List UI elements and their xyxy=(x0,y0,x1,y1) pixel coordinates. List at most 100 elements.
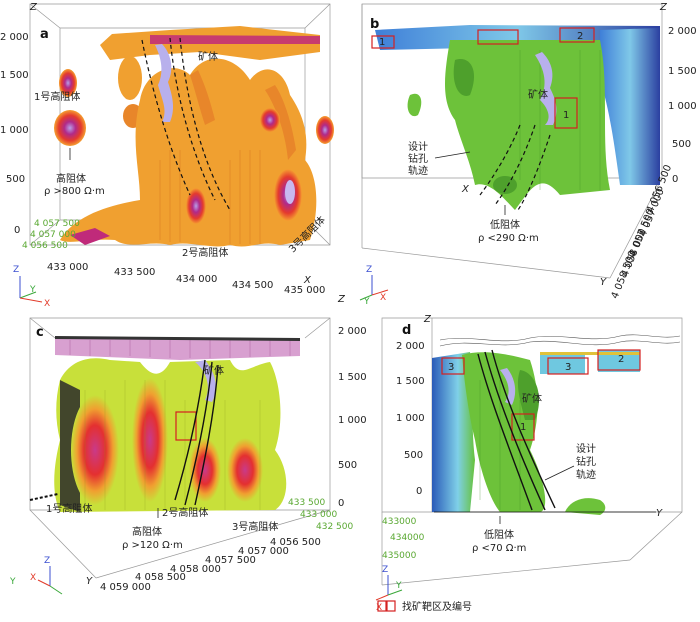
panel-c-ytick-4: 4 058 500 xyxy=(135,572,186,583)
panel-b-ztick-0: 2 000 xyxy=(668,26,697,37)
panel-b-axis-triad: Z Y X xyxy=(359,265,389,307)
svg-text:Z: Z xyxy=(366,265,372,275)
panel-b-y-axis: Y xyxy=(600,277,607,288)
panel-a-ore-body xyxy=(155,44,174,122)
svg-text:X: X xyxy=(376,603,382,613)
panel-d-label-lowres: 低阻体 xyxy=(484,528,514,541)
svg-text:3: 3 xyxy=(448,362,454,373)
panel-c-xtick-1: 433 000 xyxy=(300,510,337,520)
panel-a-xtick-0: 433 000 xyxy=(47,262,88,273)
panel-b-target-4 xyxy=(554,97,578,129)
panel-c-ztick-4: 0 xyxy=(338,498,344,509)
panel-a-body2 xyxy=(60,58,317,247)
panel-a-body1-top xyxy=(59,69,77,97)
panel-c-axis-triad: Z X Y xyxy=(9,556,63,595)
panel-c-target xyxy=(175,411,197,441)
panel-b-label-lowres: 低阻体 xyxy=(490,218,520,231)
panel-b-ztick-4: 0 xyxy=(672,174,678,185)
svg-text:Z: Z xyxy=(44,556,50,566)
panel-b-label-rho: ρ <290 Ω·m xyxy=(478,233,539,244)
panel-c-ztick-2: 1 000 xyxy=(338,415,367,426)
panel-c-ytick-5: 4 059 000 xyxy=(100,582,151,593)
panel-c-label-ore: 矿体 xyxy=(204,364,224,377)
legend-text: 找矿靶区及编号 xyxy=(402,600,472,613)
svg-text:X: X xyxy=(30,573,36,583)
panel-c-ztick-3: 500 xyxy=(338,460,357,471)
panel-a-axis-triad: Z Y X xyxy=(13,265,50,309)
panel-c-letter: c xyxy=(36,325,44,340)
panel-d-ztick-4: 0 xyxy=(416,486,422,497)
panel-d-drill-3: 轨迹 xyxy=(576,468,596,481)
svg-text:Z: Z xyxy=(382,565,388,575)
panel-d-ztick-2: 1 000 xyxy=(396,413,425,424)
panel-a-ztick-3: 500 xyxy=(6,174,25,185)
panel-b-letter: b xyxy=(370,17,379,32)
panel-d-ore-body xyxy=(500,368,516,405)
svg-text:X: X xyxy=(44,299,50,309)
panel-a-ytick-0: 4 057 500 xyxy=(34,219,80,229)
svg-text:Z: Z xyxy=(13,265,19,275)
panel-c-label-body2: 2号高阻体 xyxy=(162,506,208,519)
svg-text:Y: Y xyxy=(363,297,370,307)
panel-d-target-3 xyxy=(597,349,641,371)
panel-c-ytick-0: 4 056 500 xyxy=(270,537,321,548)
panel-d-z-axis: Z xyxy=(423,314,432,325)
panel-a-ztick-0: 2 000 xyxy=(0,32,29,43)
panel-a-xtick-3: 434 500 xyxy=(232,280,273,291)
panel-c-xtick-0: 433 500 xyxy=(288,498,325,508)
panel-d-xtick-0: 433000 xyxy=(382,517,417,527)
panel-c-body1 xyxy=(71,395,119,505)
panel-a-z-axis: Z xyxy=(29,2,38,13)
panel-b-drill-2: 钻孔 xyxy=(408,152,428,165)
panel-d-xtick-2: 435000 xyxy=(382,551,417,561)
panel-d-target-4 xyxy=(511,413,535,441)
panel-d-letter: d xyxy=(402,323,411,338)
panel-b: 1 2 1 b Z 2 000 1 500 1 000 500 0 4 056 … xyxy=(359,2,697,307)
panel-d-axis-triad: Z X Y xyxy=(375,565,403,613)
panel-a-ztick-2: 1 000 xyxy=(0,125,29,136)
svg-text:Y: Y xyxy=(395,581,402,591)
panel-c-ytick-3: 4 058 000 xyxy=(170,564,221,575)
panel-b-drill-1: 设计 xyxy=(408,140,428,153)
panel-d-ztick-0: 2 000 xyxy=(396,341,425,352)
panel-b-ore-body xyxy=(535,52,557,125)
panel-c-body2 xyxy=(132,378,168,502)
panel-b-ztick-1: 1 500 xyxy=(668,66,697,77)
panel-a-label-body1: 1号高阻体 xyxy=(34,90,80,103)
svg-text:Y: Y xyxy=(9,577,16,587)
panel-b-ytick-4: 4 058 500 xyxy=(610,249,639,300)
panel-d-drill-2: 钻孔 xyxy=(576,455,596,468)
panel-a-label-highres: 高阻体 xyxy=(56,172,86,185)
panel-a-ztick-4: 0 xyxy=(14,225,20,236)
svg-text:3: 3 xyxy=(565,362,571,373)
panel-c-box xyxy=(29,317,331,579)
panel-c-y-axis: Y xyxy=(86,576,93,587)
panel-a-label-body2: 2号高阻体 xyxy=(182,246,228,259)
svg-text:1: 1 xyxy=(379,37,385,48)
panel-a-ytick-1: 4 057 000 xyxy=(30,230,76,240)
panel-d-y-axis: Y xyxy=(656,508,663,519)
panel-d-label-rho: ρ <70 Ω·m xyxy=(472,543,526,554)
panel-b-target-2 xyxy=(477,29,519,45)
panel-c-top-slab xyxy=(55,338,300,360)
panel-b-target-1 xyxy=(371,35,395,49)
panel-a-x-axis: X xyxy=(303,275,312,286)
panel-a-xtick-4: 435 000 xyxy=(284,285,325,296)
panel-b-x-axis: X xyxy=(461,184,470,195)
panel-c-label-body3: 3号高阻体 xyxy=(232,520,278,533)
panel-d-ztick-1: 1 500 xyxy=(396,376,425,387)
panel-c: c Z 2 000 1 500 1 000 500 0 433 500 433 … xyxy=(9,294,367,595)
panel-a-ytick-2: 4 056 500 xyxy=(22,241,68,251)
panel-d: 3 3 2 1 d Z 2 000 1 500 1 000 500 0 4330… xyxy=(375,314,683,613)
panel-d-blue-slab xyxy=(432,352,475,512)
panel-a-ztick-1: 1 500 xyxy=(0,70,29,81)
panel-a-xtick-2: 434 000 xyxy=(176,274,217,285)
panel-a-xtick-1: 433 500 xyxy=(114,267,155,278)
svg-text:X: X xyxy=(380,293,386,303)
panel-b-target-3 xyxy=(559,27,595,43)
panel-d-drill-1: 设计 xyxy=(576,442,596,455)
svg-text:Y: Y xyxy=(29,285,36,295)
panel-b-z-axis: Z xyxy=(659,2,668,13)
panel-c-ztick-1: 1 500 xyxy=(338,372,367,383)
